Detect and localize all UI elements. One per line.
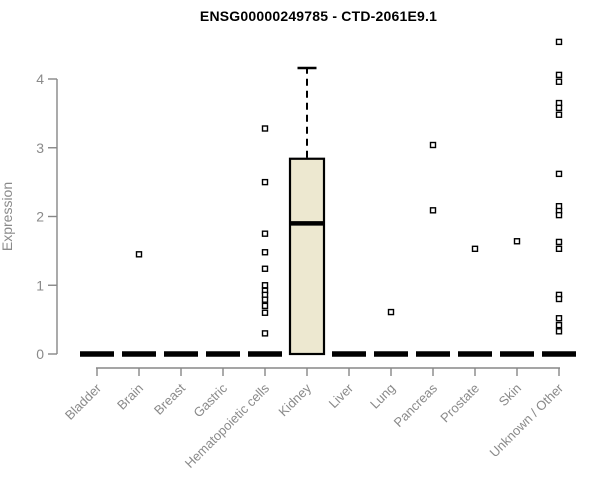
outlier-point bbox=[135, 251, 143, 258]
y-tick-label: 1 bbox=[36, 277, 44, 293]
outlier-point bbox=[555, 170, 563, 178]
outlier-point bbox=[261, 230, 269, 237]
boxplot-prostate bbox=[458, 245, 492, 357]
outlier-point bbox=[261, 296, 269, 303]
boxplot-kidney bbox=[288, 66, 326, 356]
x-tick-label: Liver bbox=[326, 380, 357, 411]
x-tick-label: Bladder bbox=[62, 380, 105, 423]
chart-title: ENSG00000249785 - CTD-2061E9.1 bbox=[199, 8, 438, 24]
collapsed-box bbox=[500, 351, 534, 357]
x-tick-label: Skin bbox=[496, 381, 524, 409]
collapsed-box bbox=[122, 351, 156, 357]
x-tick-label: Breast bbox=[151, 380, 188, 417]
outlier-point bbox=[429, 207, 437, 214]
outlier-point bbox=[555, 38, 563, 46]
x-tick-label: Brain bbox=[114, 381, 146, 413]
boxplot-gastric bbox=[206, 351, 240, 357]
boxplot-bladder bbox=[80, 351, 114, 357]
box bbox=[288, 157, 326, 356]
y-axis-title: Expression bbox=[0, 182, 15, 251]
collapsed-box bbox=[206, 351, 240, 357]
outlier-point bbox=[555, 211, 563, 219]
outlier-point bbox=[261, 282, 269, 289]
outlier-point bbox=[555, 245, 563, 253]
y-tick-label: 3 bbox=[36, 140, 44, 156]
outlier-point bbox=[387, 308, 395, 316]
boxplot-liver bbox=[332, 351, 366, 357]
collapsed-box bbox=[80, 351, 114, 357]
outlier-point bbox=[429, 141, 437, 149]
outlier-point bbox=[261, 125, 269, 132]
x-tick-label: Lung bbox=[367, 381, 398, 412]
boxplot-pancreas bbox=[416, 141, 450, 357]
outlier-point bbox=[261, 302, 269, 310]
boxplot-breast bbox=[164, 351, 198, 357]
outlier-point bbox=[555, 104, 563, 112]
outlier-point bbox=[555, 111, 563, 118]
collapsed-box bbox=[332, 351, 366, 357]
y-tick-label: 4 bbox=[36, 71, 44, 87]
outlier-point bbox=[471, 245, 479, 253]
outlier-point bbox=[555, 71, 563, 79]
outlier-point bbox=[555, 315, 563, 322]
y-tick-label: 0 bbox=[36, 346, 44, 362]
y-tick-label: 2 bbox=[36, 209, 44, 225]
x-tick-label: Prostate bbox=[437, 381, 482, 426]
outlier-point bbox=[513, 238, 521, 245]
boxplot-skin bbox=[500, 238, 534, 357]
collapsed-box bbox=[248, 351, 282, 357]
outlier-point bbox=[555, 295, 563, 303]
x-tick-label: Gastric bbox=[190, 380, 230, 420]
x-tick-label: Kidney bbox=[275, 380, 314, 419]
outlier-point bbox=[555, 238, 563, 246]
boxplot-unknown-other bbox=[542, 38, 576, 357]
outlier-point bbox=[555, 328, 563, 335]
boxplot-hematopoietic-cells bbox=[248, 125, 282, 357]
x-tick-label: Unknown / Other bbox=[487, 380, 567, 460]
outlier-point bbox=[261, 265, 269, 272]
boxplot-brain bbox=[122, 251, 156, 357]
collapsed-box bbox=[458, 351, 492, 357]
x-tick-label: Pancreas bbox=[391, 380, 441, 430]
outlier-point bbox=[261, 178, 269, 186]
outlier-point bbox=[261, 330, 269, 337]
collapsed-box bbox=[374, 351, 408, 357]
outlier-point bbox=[261, 309, 269, 316]
collapsed-box bbox=[164, 351, 198, 357]
outlier-point bbox=[555, 78, 563, 85]
collapsed-box bbox=[416, 351, 450, 357]
outlier-point bbox=[261, 249, 269, 256]
collapsed-box bbox=[542, 351, 576, 357]
boxplot-lung bbox=[374, 308, 408, 357]
outlier-point bbox=[555, 321, 563, 329]
